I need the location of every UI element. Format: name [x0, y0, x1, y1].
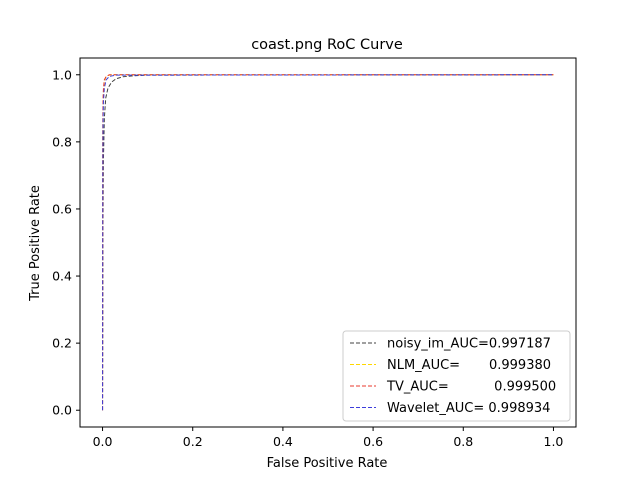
series-line-2	[102, 74, 554, 411]
series-line-3	[102, 74, 554, 411]
y-tick-label: 0.8	[52, 134, 72, 149]
x-axis-label: False Positive Rate	[267, 456, 388, 471]
y-axis-label: True Positive Rate	[28, 185, 43, 302]
series-line-0	[102, 74, 554, 411]
chart-title: coast.png RoC Curve	[251, 37, 403, 53]
legend-label-0: noisy_im_AUC=0.997187	[387, 337, 551, 352]
y-tick-label: 0.0	[52, 403, 72, 418]
legend-label-2: TV_AUC= 0.999500	[386, 380, 556, 395]
legend: noisy_im_AUC=0.997187 NLM_AUC= 0.999380 TV…	[342, 330, 571, 422]
y-tick-label: 0.2	[52, 336, 72, 351]
x-tick-label: 1.0	[544, 434, 564, 449]
y-tick-label: 0.6	[52, 201, 72, 216]
x-tick-label: 0.2	[183, 434, 203, 449]
y-tick-label: 0.4	[52, 269, 72, 284]
x-axis-ticks: 0.0 0.2 0.4 0.6 0.8 1.0	[93, 427, 564, 449]
axes-frame	[79, 57, 577, 428]
y-tick-label: 1.0	[52, 67, 72, 82]
plot-area	[79, 57, 577, 428]
x-tick-label: 0.0	[93, 434, 113, 449]
y-axis-ticks: 0.0 0.2 0.4 0.6 0.8 1.0	[52, 67, 80, 418]
x-tick-label: 0.6	[363, 434, 383, 449]
x-tick-label: 0.4	[273, 434, 293, 449]
x-tick-label: 0.8	[453, 434, 473, 449]
legend-box	[342, 330, 571, 422]
legend-label-1: NLM_AUC= 0.999380	[387, 358, 551, 373]
legend-label-3: Wavelet_AUC= 0.998934	[387, 401, 550, 416]
